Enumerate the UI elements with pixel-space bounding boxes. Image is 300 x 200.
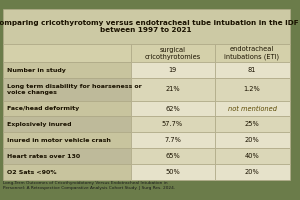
Text: O2 Sats <90%: O2 Sats <90% [7,170,56,175]
FancyBboxPatch shape [130,164,214,180]
FancyBboxPatch shape [3,164,130,180]
FancyBboxPatch shape [3,116,130,132]
FancyBboxPatch shape [214,164,290,180]
FancyBboxPatch shape [214,116,290,132]
FancyBboxPatch shape [3,148,130,164]
Text: 1.2%: 1.2% [244,86,260,92]
FancyBboxPatch shape [214,78,290,101]
Text: endotracheal
intubations (ETI): endotracheal intubations (ETI) [224,46,280,60]
FancyBboxPatch shape [3,78,130,101]
Text: Explosively inured: Explosively inured [7,122,71,127]
Text: 50%: 50% [165,169,180,175]
FancyBboxPatch shape [214,132,290,148]
FancyBboxPatch shape [214,101,290,116]
Text: 81: 81 [248,67,256,73]
Text: 20%: 20% [244,169,260,175]
Text: not mentioned: not mentioned [227,106,277,112]
FancyBboxPatch shape [214,62,290,78]
Text: Long-Term Outcomes of Cricothyroidotomy Versus Endotracheal Intubation in
Person: Long-Term Outcomes of Cricothyroidotomy … [3,181,175,190]
FancyBboxPatch shape [130,78,214,101]
Text: 40%: 40% [244,153,260,159]
Text: 7.7%: 7.7% [164,137,181,143]
Text: 57.7%: 57.7% [162,121,183,127]
Text: 20%: 20% [244,137,260,143]
Text: Number in study: Number in study [7,68,65,73]
FancyBboxPatch shape [3,9,290,44]
FancyBboxPatch shape [214,148,290,164]
FancyBboxPatch shape [130,62,214,78]
Text: Face/head deformity: Face/head deformity [7,106,79,111]
FancyBboxPatch shape [3,101,130,116]
FancyBboxPatch shape [130,116,214,132]
Text: 25%: 25% [244,121,260,127]
FancyBboxPatch shape [3,62,130,78]
FancyBboxPatch shape [3,44,130,62]
Text: Long term disability for hoarseness or
voice changes: Long term disability for hoarseness or v… [7,84,141,95]
Text: 62%: 62% [165,106,180,112]
FancyBboxPatch shape [130,148,214,164]
FancyBboxPatch shape [214,44,290,62]
Text: Inured in motor vehicle crash: Inured in motor vehicle crash [7,138,110,143]
Text: 19: 19 [168,67,177,73]
FancyBboxPatch shape [130,44,214,62]
FancyBboxPatch shape [130,101,214,116]
Text: Comparing cricothyrotomy versus endotracheal tube intubation in the IDF
between : Comparing cricothyrotomy versus endotrac… [0,20,298,33]
Text: surgical
cricothyrotomies: surgical cricothyrotomies [144,47,201,60]
Text: Heart rates over 130: Heart rates over 130 [7,154,80,159]
FancyBboxPatch shape [130,132,214,148]
Text: 65%: 65% [165,153,180,159]
Text: 21%: 21% [165,86,180,92]
FancyBboxPatch shape [3,132,130,148]
